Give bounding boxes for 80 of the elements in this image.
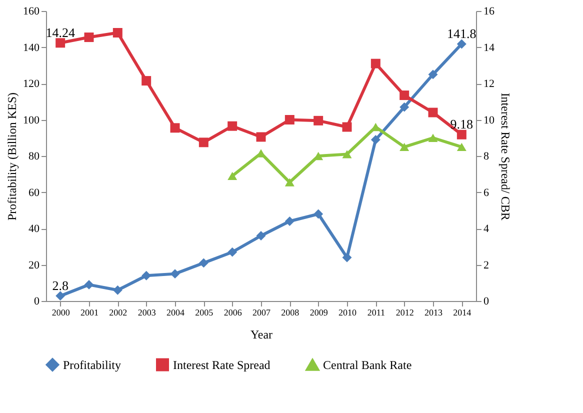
- x-tick-label: 2005: [195, 308, 214, 318]
- y2-tick-label: 10: [484, 114, 495, 126]
- point: [400, 90, 410, 100]
- point: [428, 108, 438, 118]
- x-tick-label: 2007: [252, 308, 271, 318]
- y2-tick-label: 2: [484, 259, 489, 272]
- data-label: 9.18: [450, 116, 474, 132]
- point: [112, 28, 122, 38]
- point: [342, 150, 352, 158]
- y-tick-label: 60: [28, 186, 40, 199]
- point: [370, 134, 380, 144]
- x-tick-label: 2008: [281, 308, 300, 318]
- y2-tick-label: 6: [484, 186, 490, 199]
- point: [342, 122, 352, 132]
- point: [314, 116, 324, 126]
- data-label: 141.8: [447, 26, 476, 41]
- point: [142, 270, 152, 280]
- x-axis-title: Year: [250, 328, 273, 342]
- point: [170, 123, 180, 133]
- x-tick-label: 2009: [310, 308, 328, 318]
- x-tick-label: 2012: [396, 308, 414, 318]
- y-axis-title: Profitability (Billion KES): [5, 92, 19, 220]
- point: [284, 216, 294, 226]
- point: [456, 39, 466, 49]
- point: [342, 252, 352, 262]
- x-tick-label: 2013: [424, 308, 443, 318]
- y2-axis-title: Interest Rate Spread/ CBR: [498, 92, 512, 220]
- point: [456, 142, 466, 152]
- point: [228, 172, 238, 180]
- point: [284, 115, 294, 124]
- y-tick-label: 80: [28, 150, 40, 162]
- x-tick-label: 2000: [52, 308, 70, 318]
- point: [256, 132, 266, 142]
- point: [170, 269, 180, 279]
- y2-tick-label: 14: [484, 42, 495, 54]
- y2-tick-label: 4: [484, 223, 490, 235]
- x-tick-label: 2003: [138, 308, 156, 318]
- y-tick-label: 160: [23, 6, 40, 18]
- point: [428, 70, 438, 80]
- y-tick-label: 140: [23, 42, 40, 54]
- point: [370, 58, 380, 68]
- y-tick-label: 100: [23, 114, 40, 126]
- y2-tick-label: 8: [484, 150, 490, 162]
- point: [428, 134, 438, 142]
- point: [142, 76, 152, 86]
- point: [228, 247, 238, 257]
- point: [314, 209, 324, 219]
- point: [198, 138, 208, 148]
- point: [284, 178, 294, 186]
- point: [456, 130, 466, 140]
- legend-label: Profitability: [63, 358, 121, 372]
- point: [400, 102, 410, 112]
- point: [56, 291, 66, 301]
- y-tick-label: 40: [28, 223, 40, 235]
- legend-label: Interest Rate Spread: [173, 358, 270, 372]
- y2-tick-label: 12: [484, 78, 494, 90]
- point: [198, 258, 208, 268]
- point: [56, 38, 66, 48]
- point: [84, 280, 94, 290]
- data-label: 14.24: [46, 24, 76, 40]
- point: [84, 32, 94, 42]
- point: [400, 142, 410, 152]
- y-tick-label: 0: [34, 296, 40, 308]
- point: [112, 285, 122, 295]
- y-tick-label: 20: [28, 259, 40, 272]
- point: [314, 152, 324, 160]
- x-tick-label: 2006: [224, 308, 242, 318]
- x-tick-label: 2014: [453, 308, 472, 318]
- x-tick-label: 2010: [338, 308, 357, 318]
- x-tick-label: 2004: [166, 308, 185, 318]
- point: [256, 231, 266, 240]
- y-tick-label: 120: [23, 78, 40, 90]
- x-tick-label: 2001: [80, 308, 98, 318]
- point: [228, 121, 238, 131]
- y2-tick-label: 16: [484, 6, 495, 18]
- data-label: 2.8: [52, 278, 68, 293]
- x-tick-label: 2002: [109, 308, 128, 318]
- y2-tick-label: 0: [484, 296, 490, 308]
- legend-label: Central Bank Rate: [323, 358, 412, 372]
- x-tick-label: 2011: [367, 308, 386, 318]
